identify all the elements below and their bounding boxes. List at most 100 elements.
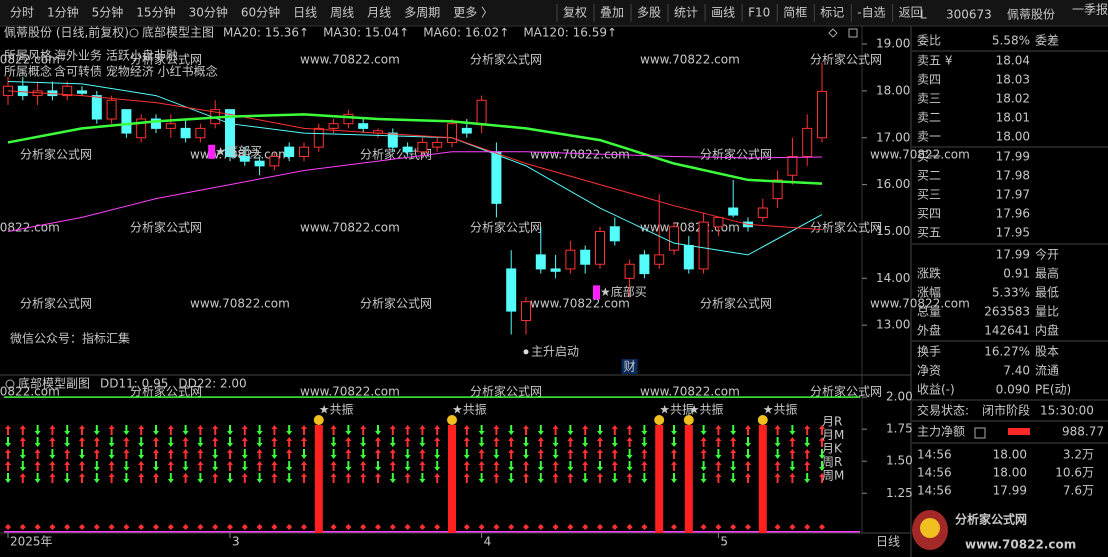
- state-arrow: [271, 449, 278, 459]
- state-arrow: [34, 449, 41, 459]
- state-arrow: [478, 473, 485, 483]
- state-arrow: [241, 449, 248, 459]
- state-arrow: [671, 425, 677, 435]
- toolbar-button[interactable]: 叠加: [600, 6, 624, 20]
- stat-label: 内盘: [1035, 323, 1059, 338]
- toolbar-tab[interactable]: 月线: [367, 6, 391, 20]
- candle-body: [77, 90, 87, 94]
- ask-label: 卖三: [917, 92, 941, 106]
- ratio-value: 5.58%: [992, 34, 1030, 48]
- state-arrow: [301, 425, 307, 435]
- state-arrow: [819, 437, 825, 447]
- state-arrow: [404, 425, 411, 435]
- toolbar-button[interactable]: -自选: [857, 6, 885, 20]
- state-arrow: [108, 437, 115, 447]
- toolbar-tab[interactable]: 日线: [293, 6, 317, 20]
- row-label: 周R: [822, 455, 842, 469]
- state-arrow: [212, 461, 219, 471]
- state-arrow: [138, 473, 145, 483]
- y-tick-label: 14.00: [876, 271, 910, 285]
- watermark: www.70822.com: [0, 53, 60, 67]
- bottom-diamond: [227, 524, 233, 530]
- candle-body: [254, 160, 265, 167]
- toolbar-tab[interactable]: 周线: [330, 6, 354, 20]
- ma-line: [7, 113, 823, 185]
- state-arrow: [227, 449, 233, 459]
- toolbar-button[interactable]: 标记: [820, 6, 844, 20]
- candle-body: [461, 127, 472, 134]
- toolbar-tab[interactable]: 15分钟: [136, 5, 175, 20]
- toolbar-tab[interactable]: 更多 〉: [453, 6, 493, 20]
- candle-body: [328, 123, 339, 129]
- candle-body: [772, 179, 783, 200]
- bottom-diamond: [700, 524, 707, 530]
- state-arrow: [360, 473, 367, 483]
- toolbar-button[interactable]: F10: [748, 6, 770, 20]
- state-arrow: [819, 473, 825, 483]
- candle-body: [506, 268, 517, 312]
- state-arrow: [641, 449, 648, 459]
- state-arrow: [197, 449, 204, 459]
- toolbar-button[interactable]: 简框: [783, 6, 807, 20]
- state-arrow: [138, 449, 145, 459]
- toolbar-button[interactable]: 画线: [711, 6, 735, 20]
- candle-body: [195, 127, 206, 139]
- state-arrow: [375, 437, 381, 447]
- bottom-diamond: [34, 524, 41, 530]
- toolbar-tab[interactable]: 分时: [10, 6, 34, 20]
- state-arrow: [582, 425, 589, 435]
- state-arrow: [523, 473, 529, 483]
- stat-label: 量比: [1035, 305, 1059, 319]
- toolbar-button[interactable]: 统计: [674, 6, 698, 20]
- state-arrow: [64, 425, 71, 435]
- state-arrow: [730, 461, 737, 471]
- bottom-diamond: [508, 524, 515, 530]
- state-arrow: [715, 473, 722, 483]
- fund-value: 0.090: [996, 383, 1030, 397]
- y-tick-label: 1.75: [886, 422, 913, 436]
- resonance-label: ★共振: [689, 403, 724, 417]
- state-arrow: [745, 461, 751, 471]
- state-arrow: [434, 449, 441, 459]
- state-arrow: [34, 461, 41, 471]
- ask-price: 18.00: [996, 130, 1030, 144]
- state-arrow: [611, 425, 618, 435]
- toolbar-button[interactable]: 返回: [899, 6, 923, 20]
- state-arrow: [153, 461, 159, 471]
- state-arrow: [523, 449, 529, 459]
- state-arrow: [567, 425, 574, 435]
- settings-icon[interactable]: [129, 28, 139, 38]
- legend-entry: DD22: 2.00: [178, 377, 246, 391]
- state-arrow: [123, 425, 130, 435]
- state-arrow: [108, 449, 115, 459]
- fund-label: 流通: [1035, 364, 1059, 378]
- toolbar-tab[interactable]: 多周期: [404, 6, 440, 20]
- state-arrow: [641, 473, 648, 483]
- diamond-icon[interactable]: [828, 28, 838, 38]
- state-arrow: [153, 473, 159, 483]
- state-arrow: [197, 473, 204, 483]
- toolbar-button[interactable]: 多股: [637, 6, 661, 20]
- state-arrow: [241, 425, 248, 435]
- state-arrow: [582, 461, 589, 471]
- toolbar-tab[interactable]: 30分钟: [189, 5, 228, 20]
- resonance-label: ★共振: [319, 403, 354, 417]
- bottom-diamond: [552, 524, 559, 530]
- bottom-diamond: [626, 524, 633, 530]
- x-period[interactable]: 日线: [876, 535, 900, 549]
- fund-label: 换手: [917, 345, 941, 359]
- toolbar-button[interactable]: 复权: [563, 6, 587, 20]
- settings-icon[interactable]: [5, 379, 15, 389]
- resonance-bar: [655, 425, 664, 533]
- box-icon[interactable]: [848, 28, 858, 38]
- coin-icon: [757, 415, 768, 425]
- state-arrow: [508, 473, 515, 483]
- net-icon[interactable]: [974, 427, 986, 439]
- toolbar-tab[interactable]: 60分钟: [241, 5, 280, 20]
- toolbar-tab[interactable]: 1分钟: [47, 5, 79, 20]
- toolbar-tab[interactable]: 5分钟: [92, 5, 124, 20]
- ask-label: 卖四: [917, 73, 941, 87]
- state-arrow: [286, 473, 293, 483]
- bottom-diamond: [567, 524, 574, 530]
- watermark: www.70822.com: [300, 385, 400, 399]
